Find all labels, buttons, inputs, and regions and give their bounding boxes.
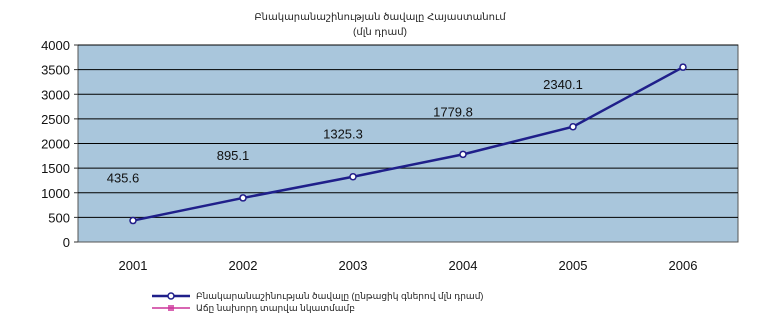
- legend-label: Աճը նախորդ տարվա նկատմամբ: [196, 303, 355, 313]
- x-axis: 2001 2002 2003 2004 2005 2006: [119, 258, 698, 273]
- y-tick-label: 0: [63, 235, 70, 250]
- y-tick-label: 3500: [41, 63, 70, 78]
- series-1-point: [349, 172, 357, 181]
- series-1-point: [569, 123, 577, 131]
- series-1-point: [679, 63, 687, 71]
- x-tick-label: 2002: [229, 258, 258, 273]
- x-tick-label: 2001: [119, 258, 148, 273]
- series-1-point: [459, 150, 467, 159]
- chart-title: Բնակարանաշինության ծավալը Հայաստանում: [254, 12, 506, 23]
- y-tick-label: 2500: [41, 112, 70, 127]
- series-line-1: [132, 66, 684, 222]
- y-tick-label: 2000: [41, 137, 70, 152]
- data-label: 435.6: [107, 171, 140, 186]
- y-tick-label: 1000: [41, 186, 70, 201]
- y-tick-label: 500: [48, 210, 70, 225]
- legend: Բնակարանաշինության ծավալը (ընթացիկ գներո…: [152, 291, 483, 313]
- x-tick-label: 2004: [449, 258, 478, 273]
- data-label: 1779.8: [433, 104, 473, 119]
- y-axis: 0 500 1000 1500 2000 2500 3000 3500 4000: [41, 38, 78, 250]
- data-labels: 435.6 895.1 1325.3 1779.8 2340.1: [107, 77, 583, 186]
- x-tick-label: 2006: [669, 258, 698, 273]
- y-tick-label: 3000: [41, 87, 70, 102]
- series-layer: [129, 63, 687, 225]
- legend-label: Բնակարանաշինության ծավալը (ընթացիկ գներո…: [196, 291, 483, 301]
- data-label: 2340.1: [543, 77, 583, 92]
- y-tick-label: 1500: [41, 161, 70, 176]
- data-label: 1325.3: [323, 127, 363, 142]
- x-tick-label: 2005: [559, 258, 588, 273]
- x-tick-label: 2003: [339, 258, 368, 273]
- y-tick-label: 4000: [41, 38, 70, 53]
- legend-marker: [168, 305, 174, 311]
- series-1-point: [239, 194, 247, 202]
- chart-subtitle: (մլն դրամ): [353, 27, 407, 38]
- legend-marker: [167, 292, 175, 300]
- series-1-point: [129, 216, 137, 225]
- data-label: 895.1: [217, 148, 250, 163]
